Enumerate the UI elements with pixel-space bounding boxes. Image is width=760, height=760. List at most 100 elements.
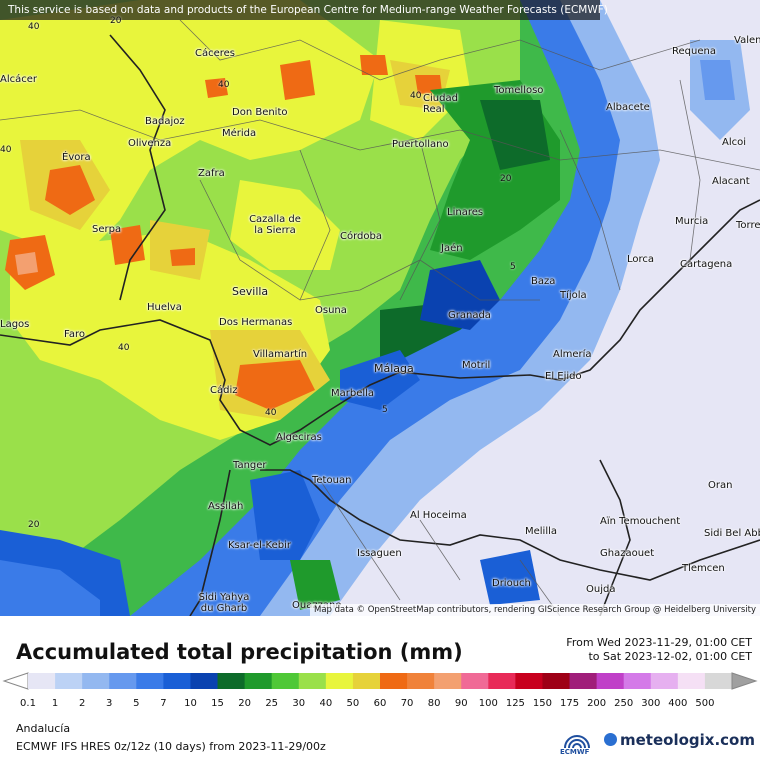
city-label[interactable]: Cartagena [680, 259, 733, 270]
city-label[interactable]: Al Hoceima [410, 510, 467, 521]
city-label[interactable]: Cazalla de la Sierra [249, 214, 301, 236]
forecast-period: From Wed 2023-11-29, 01:00 CET to Sat 20… [566, 636, 752, 664]
city-label[interactable]: Ciudad Real [423, 93, 458, 115]
city-label[interactable]: Olivenza [128, 138, 172, 149]
legend-tick-label: 175 [559, 698, 580, 709]
city-label[interactable]: Cádiz [210, 385, 238, 396]
city-label[interactable]: Motril [462, 360, 491, 371]
city-label[interactable]: Valencia [734, 35, 760, 46]
city-label[interactable]: Driouch [492, 578, 531, 589]
city-label[interactable]: Villamartín [253, 349, 308, 360]
city-label[interactable]: Osuna [315, 305, 347, 316]
legend-arrow-left [2, 672, 29, 690]
city-label[interactable]: Faro [64, 329, 85, 340]
legend-tick-label: 10 [184, 698, 197, 709]
legend-tick-label: 250 [614, 698, 634, 709]
city-label[interactable]: Puertollano [392, 139, 449, 150]
legend-swatch [244, 673, 273, 689]
city-label[interactable]: Zafra [198, 168, 225, 179]
city-label[interactable]: Torrevieja [736, 220, 760, 231]
city-label[interactable]: Granada [448, 310, 491, 321]
city-label[interactable]: Alacant [712, 176, 750, 187]
ecmwf-logo-icon [564, 735, 590, 749]
period-from: From Wed 2023-11-29, 01:00 CET [566, 636, 752, 649]
legend-swatch [163, 673, 191, 689]
city-label[interactable]: Huelva [147, 302, 182, 313]
legend-tick-label: 100 [478, 698, 498, 709]
city-label[interactable]: Évora [62, 152, 91, 163]
legend-swatch [407, 673, 435, 689]
city-label[interactable]: Tetouan [312, 475, 352, 486]
precipitation-map[interactable]: This service is based on data and produc… [0, 0, 760, 616]
legend-tick-label: 0.1 [20, 698, 36, 709]
legend-tick-label: 1 [51, 698, 59, 709]
city-label[interactable]: Badajoz [145, 116, 185, 127]
meteologix-logo[interactable]: meteologix.com [604, 731, 755, 749]
city-label[interactable]: Linares [447, 207, 484, 218]
legend-tick-label: 3 [106, 698, 113, 709]
legend-tick-label: 7 [160, 698, 167, 709]
city-label[interactable]: Tomelloso [494, 85, 544, 96]
city-label[interactable]: Murcia [675, 216, 709, 227]
city-label[interactable]: Dos Hermanas [219, 317, 293, 328]
city-label[interactable]: Sidi Yahya du Gharb [198, 592, 250, 614]
legend-swatch [190, 673, 219, 689]
city-label[interactable]: Almería [553, 349, 592, 360]
city-label[interactable]: Algeciras [276, 432, 322, 443]
city-label[interactable]: Mérida [222, 128, 257, 139]
legend-swatch [217, 673, 246, 689]
chart-title: Accumulated total precipitation (mm) [16, 640, 463, 664]
city-label[interactable]: Ksar-el-Kebir [228, 540, 291, 551]
legend-swatch [704, 673, 733, 689]
city-label[interactable]: Tanger [233, 460, 267, 471]
map-attribution[interactable]: Map data © OpenStreetMap contributors, r… [310, 604, 760, 616]
legend-swatch [380, 673, 408, 689]
city-label[interactable]: Albacete [606, 102, 650, 113]
city-label[interactable]: Alcoi [722, 137, 747, 148]
city-label[interactable]: Ghazaouet [600, 548, 655, 559]
meteologix-brand-text: meteologix.com [620, 731, 755, 749]
color-scale-bar [2, 672, 758, 690]
city-label[interactable]: Marbella [331, 388, 375, 399]
city-label[interactable]: Sidi Bel Abbès [704, 528, 760, 539]
city-label[interactable]: Córdoba [340, 231, 382, 242]
legend-tick-label: 2 [78, 698, 86, 709]
legend-swatch [298, 673, 327, 689]
city-label[interactable]: Melilla [525, 526, 558, 537]
city-label[interactable]: Cáceres [195, 48, 236, 59]
city-label[interactable]: Oran [708, 480, 733, 491]
city-label[interactable]: Baza [531, 276, 556, 287]
city-label[interactable]: Tlemcen [682, 563, 725, 574]
contour-label: 20 [500, 174, 512, 184]
city-label[interactable]: Lorca [627, 254, 655, 265]
city-label[interactable]: Sevilla [232, 285, 269, 298]
legend-swatch [596, 673, 625, 689]
meteologix-globe-icon [604, 733, 617, 746]
city-label[interactable]: Serpa [92, 224, 122, 235]
legend-swatch [271, 673, 300, 689]
legend-swatch [109, 673, 137, 689]
legend-swatch [352, 673, 381, 689]
city-label[interactable]: Don Benito [232, 107, 288, 118]
city-label[interactable]: Aïn Temouchent [600, 516, 681, 527]
city-label[interactable]: Jaén [441, 243, 463, 254]
legend-tick-label: 25 [265, 698, 279, 709]
legend-tick-label: 40 [319, 698, 333, 709]
legend-tick-label: 300 [641, 698, 661, 709]
city-label[interactable]: Requena [672, 46, 716, 57]
legend-tick-label: 90 [454, 698, 468, 709]
city-label[interactable]: Alcácer [0, 74, 38, 85]
city-label[interactable]: Oujda [586, 584, 616, 595]
legend-tick-label: 70 [400, 698, 414, 709]
legend-tick-label: 50 [346, 698, 360, 709]
city-label[interactable]: Tíjola [560, 290, 587, 301]
legend-swatch [488, 673, 516, 689]
city-label[interactable]: El Ejido [545, 371, 582, 382]
city-label[interactable]: Lagos [0, 319, 30, 330]
contour-label: 5 [382, 405, 388, 415]
legend-swatch [434, 673, 462, 689]
city-label[interactable]: Assilah [208, 501, 244, 512]
city-label[interactable]: Issaguen [357, 548, 402, 559]
legend-tick-label: 125 [505, 698, 525, 709]
city-label[interactable]: Málaga [374, 362, 414, 375]
